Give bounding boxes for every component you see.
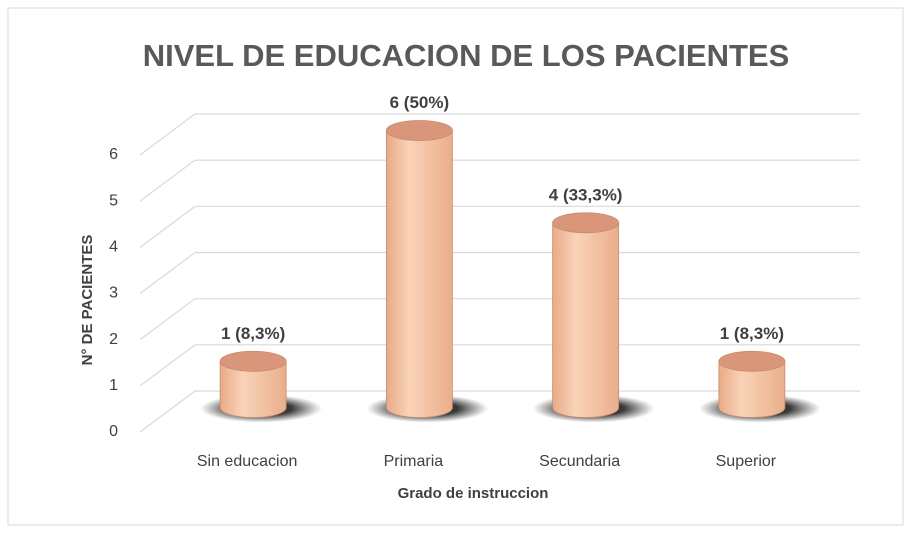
y-tick-label: 0 xyxy=(109,423,118,440)
bar-top xyxy=(219,350,287,372)
grid-line xyxy=(139,344,860,387)
data-label: 6 (50%) xyxy=(390,93,450,112)
x-tick-label: Primaria xyxy=(384,453,444,470)
bar-body xyxy=(718,360,786,418)
bar-top xyxy=(385,120,453,141)
y-axis-title: N° DE PACIENTES xyxy=(79,235,96,366)
chart-title: NIVEL DE EDUCACION DE LOS PACIENTES xyxy=(143,38,790,73)
data-label: 4 (33,3%) xyxy=(549,185,623,204)
x-tick-label: Sin educacion xyxy=(197,453,298,470)
bar-top xyxy=(552,212,620,234)
y-tick-label: 4 xyxy=(109,239,118,256)
y-tick-label: 1 xyxy=(109,377,118,394)
y-tick-label: 6 xyxy=(109,146,118,163)
bar-body xyxy=(219,360,287,418)
x-tick-label: Superior xyxy=(716,453,777,470)
x-axis-title: Grado de instruccion xyxy=(398,485,549,502)
bar-body xyxy=(385,130,453,418)
x-tick-label: Secundaria xyxy=(539,453,620,470)
grid-line xyxy=(139,298,860,341)
grid-line xyxy=(139,251,860,294)
y-tick-label: 3 xyxy=(109,285,118,302)
y-tick-label: 5 xyxy=(109,192,118,209)
grid-line xyxy=(139,113,860,156)
grid-line xyxy=(139,390,860,433)
grid-line xyxy=(139,205,860,248)
grid-line xyxy=(139,159,860,202)
data-label: 1 (8,3%) xyxy=(221,324,285,343)
chart-frame xyxy=(7,7,904,526)
bar-body xyxy=(552,222,620,418)
y-tick-label: 2 xyxy=(109,331,118,348)
bar-top xyxy=(718,350,786,372)
data-label: 1 (8,3%) xyxy=(720,324,784,343)
